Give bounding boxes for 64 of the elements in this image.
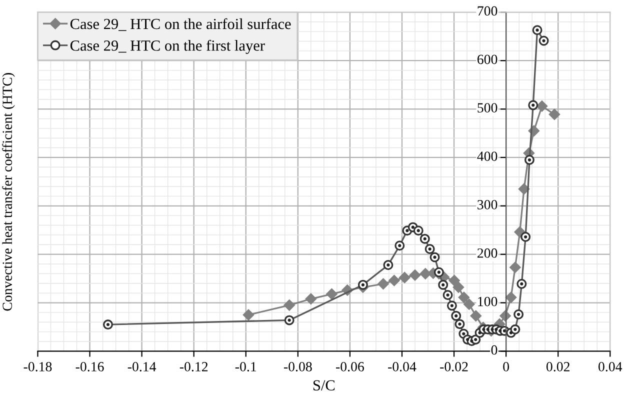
y-tick-label: 500 <box>478 103 498 113</box>
x-tick-label: -0.04 <box>388 362 416 372</box>
point <box>420 234 430 244</box>
point <box>516 278 527 289</box>
point <box>452 282 464 293</box>
x-axis-title: S/C <box>313 380 335 391</box>
legend-label: Case 29_ HTC on the first layer <box>70 40 265 54</box>
y-tick-label: 600 <box>477 54 498 64</box>
point <box>378 278 389 290</box>
point <box>446 300 457 311</box>
point <box>470 310 482 322</box>
point <box>514 309 524 320</box>
point <box>454 319 465 330</box>
x-tick-label: -0.16 <box>76 362 104 372</box>
point <box>524 154 534 165</box>
y-tick-label: 100 <box>478 296 498 306</box>
x-tick-label: -0.02 <box>440 362 468 372</box>
x-tick-label: -0.12 <box>180 362 208 372</box>
point <box>430 252 440 262</box>
point <box>548 108 560 120</box>
y-axis-title: Convective heat transfer coefficient (HTC) <box>2 73 15 311</box>
point <box>326 288 338 300</box>
point <box>464 298 475 310</box>
point <box>388 274 400 286</box>
x-tick-label: -0.1 <box>235 362 256 372</box>
x-tick-label: 0 <box>503 362 509 372</box>
point <box>383 260 394 270</box>
x-tick-label: -0.06 <box>336 362 364 372</box>
point <box>458 292 470 304</box>
y-tick-label: 400 <box>477 152 498 161</box>
point <box>242 309 254 320</box>
x-tick-label: -0.14 <box>128 362 156 372</box>
point <box>442 290 453 300</box>
point <box>451 310 462 321</box>
y-tick-label: 200 <box>478 248 498 258</box>
point <box>394 240 405 251</box>
point <box>538 36 549 46</box>
x-tick-label: -0.18 <box>24 362 52 372</box>
x-tick-label: 0.04 <box>598 362 622 372</box>
point <box>434 267 444 278</box>
y-tick-label: 0 <box>491 345 498 355</box>
x-tick-label: 0.02 <box>546 362 570 372</box>
point <box>424 244 435 254</box>
point <box>505 292 517 304</box>
point <box>284 300 295 311</box>
x-tick-label: -0.08 <box>284 362 312 372</box>
y-tick-label: 300 <box>478 200 498 210</box>
point <box>448 274 460 286</box>
point <box>284 315 294 326</box>
y-tick-label: 700 <box>478 6 498 16</box>
point <box>528 100 538 110</box>
point <box>536 100 548 112</box>
point <box>413 226 424 236</box>
point <box>520 232 531 242</box>
legend-label: Case 29_ HTC on the airfoil surface <box>70 18 291 31</box>
point <box>438 280 448 290</box>
point <box>510 324 520 334</box>
point <box>409 270 421 281</box>
point <box>510 262 521 274</box>
point <box>532 25 542 36</box>
point <box>398 272 410 284</box>
point <box>305 293 317 304</box>
point <box>102 320 113 330</box>
point <box>358 280 368 290</box>
